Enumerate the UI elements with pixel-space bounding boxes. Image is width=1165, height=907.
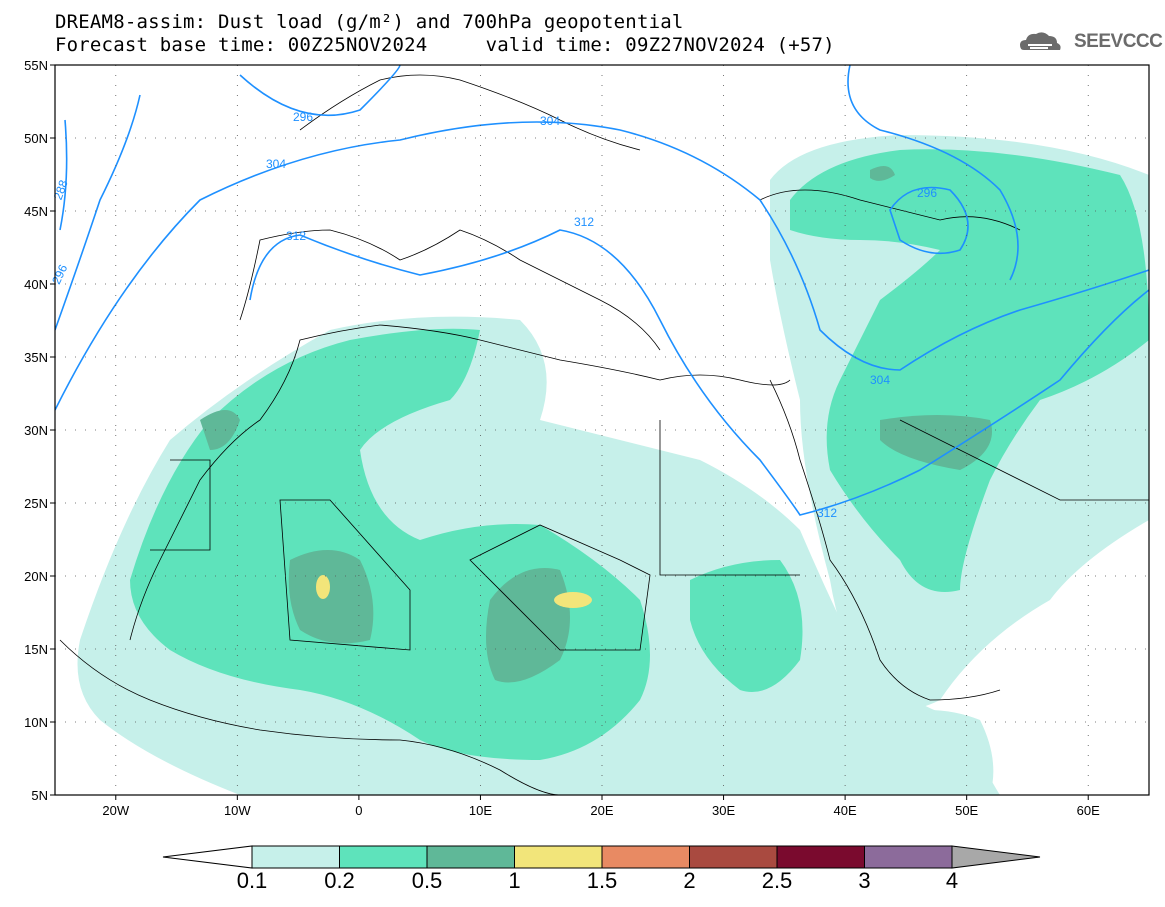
colorbar-segment [689, 845, 778, 869]
logo-text: SEEVCCC [1074, 31, 1163, 52]
lon-tick-label: 20E [590, 803, 613, 818]
contour-label-304: 304 [540, 114, 560, 128]
colorbar-segment [776, 845, 865, 869]
lon-tick-label: 60E [1077, 803, 1100, 818]
colorbar-label: 0.1 [236, 868, 268, 893]
lon-tick-label: 20W [102, 803, 129, 818]
contour-296-west [55, 94, 141, 331]
contour-label-312: 312 [574, 215, 594, 229]
lat-tick-label: 10N [24, 715, 48, 730]
lon-tick-label: 30E [712, 803, 735, 818]
lon-tick-label: 40E [834, 803, 857, 818]
coastlines [59, 74, 1149, 795]
contour-312 [249, 229, 1149, 516]
colorbar-label: 3 [858, 868, 871, 893]
title-line-2: Forecast base time: 00Z25NOV2024 valid t… [55, 34, 835, 56]
colorbar-segment [251, 845, 340, 869]
colorbar [162, 845, 1041, 869]
contour-label-312: 312 [817, 506, 837, 520]
colorbar-segment [951, 845, 1041, 869]
title-line-1: DREAM8-assim: Dust load (g/m²) and 700hP… [55, 11, 684, 33]
contour-label-312: 312 [286, 229, 306, 243]
contour-label-296: 296 [917, 186, 937, 200]
contour-label-288: 288 [51, 178, 71, 202]
dust-level-0.5 [200, 166, 992, 683]
lat-tick-label: 45N [24, 204, 48, 219]
lon-tick-label: 0 [355, 803, 362, 818]
lat-tick-label: 40N [24, 277, 48, 292]
contour-288 [59, 119, 68, 231]
lon-tick-label: 10W [224, 803, 251, 818]
lat-tick-label: 15N [24, 642, 48, 657]
colorbar-label: 0.2 [324, 868, 355, 893]
colorbar-segment [601, 845, 690, 869]
contour-label-304: 304 [266, 157, 286, 171]
dust-level-1 [316, 575, 592, 608]
colorbar-label: 1.5 [586, 868, 618, 893]
lat-tick-label: 35N [24, 350, 48, 365]
lat-tick-label: 55N [24, 58, 48, 73]
contour-296-north [239, 65, 401, 117]
dust-fields [77, 135, 1149, 795]
colorbar-label: 2 [683, 868, 696, 893]
contour-304-east [847, 65, 1019, 281]
colorbar-segment [864, 845, 953, 869]
contour-296-east [889, 186, 969, 255]
lat-tick-label: 50N [24, 131, 48, 146]
latitude-labels: 55N 50N 45N 40N 35N 30N 25N 20N 15N 10N 5N [24, 58, 55, 803]
colorbar-segment [162, 845, 253, 869]
colorbar-segment [514, 845, 603, 869]
longitude-labels: 20W 10W 0 10E 20E 30E 40E 50E 60E [102, 795, 1100, 818]
lat-tick-label: 25N [24, 496, 48, 511]
lon-tick-label: 10E [469, 803, 492, 818]
colorbar-segment [339, 845, 428, 869]
lat-tick-label: 5N [31, 788, 48, 803]
lat-tick-label: 30N [24, 423, 48, 438]
contour-304 [55, 121, 1149, 411]
lon-tick-label: 50E [955, 803, 978, 818]
colorbar-label: 4 [945, 868, 959, 893]
colorbar-label: 2.5 [761, 868, 793, 893]
colorbar-label: 0.5 [411, 868, 443, 893]
lat-tick-label: 20N [24, 569, 48, 584]
geopotential-contours [55, 65, 1149, 516]
colorbar-segment [426, 845, 515, 869]
contour-label-304: 304 [870, 373, 890, 387]
colorbar-label: 1 [508, 868, 521, 893]
cloud-logo-icon [1020, 32, 1061, 50]
contour-label-296: 296 [293, 110, 313, 124]
